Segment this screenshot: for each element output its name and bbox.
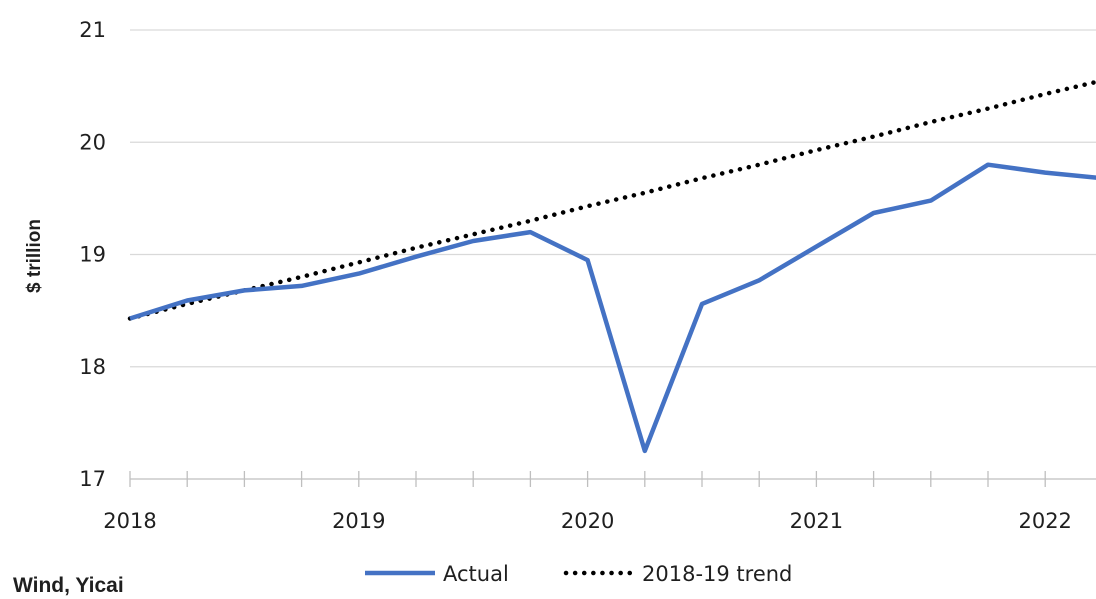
gridlines xyxy=(130,29,1096,368)
legend: Actual 2018-19 trend xyxy=(365,562,792,586)
series-line-2018-19-trend xyxy=(127,79,1096,321)
y-tick-label: 17 xyxy=(79,467,106,491)
series-line-actual xyxy=(129,162,1096,454)
y-tick-label: 20 xyxy=(79,130,106,154)
source-note: Wind, Yicai xyxy=(13,574,124,597)
y-axis-title: $ trillion xyxy=(24,219,45,293)
legend-label-actual: Actual xyxy=(443,562,509,586)
x-axis xyxy=(129,471,1096,487)
x-tick-label: 2018 xyxy=(103,509,156,533)
x-tick-label: 2022 xyxy=(1018,509,1071,533)
y-tick-label: 18 xyxy=(79,355,106,379)
series-lines xyxy=(127,79,1096,454)
x-tick-label: 2020 xyxy=(561,509,614,533)
x-axis-tick-labels: 2018 2019 2020 2021 2022 xyxy=(103,509,1072,533)
y-tick-label: 21 xyxy=(79,18,106,42)
y-tick-label: 19 xyxy=(79,243,106,267)
x-tick-label: 2019 xyxy=(332,509,385,533)
legend-label-trend: 2018-19 trend xyxy=(642,562,792,586)
y-axis-tick-labels: 21 20 19 18 17 xyxy=(79,18,106,491)
x-tick-label: 2021 xyxy=(790,509,843,533)
